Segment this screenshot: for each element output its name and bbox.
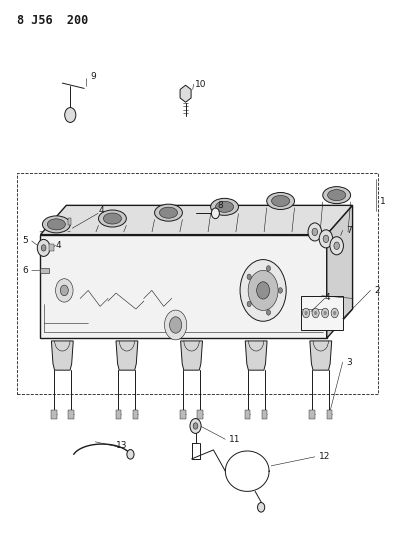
Circle shape <box>248 270 278 310</box>
Circle shape <box>304 311 308 315</box>
Circle shape <box>279 288 282 293</box>
Circle shape <box>257 503 265 512</box>
Ellipse shape <box>42 216 70 233</box>
Text: 9: 9 <box>90 71 96 80</box>
Text: 4: 4 <box>325 293 330 302</box>
Polygon shape <box>245 410 251 418</box>
Ellipse shape <box>47 219 65 230</box>
Text: 12: 12 <box>319 453 330 462</box>
Circle shape <box>41 245 46 251</box>
Circle shape <box>240 260 286 321</box>
Ellipse shape <box>328 190 346 200</box>
Ellipse shape <box>160 207 178 218</box>
Circle shape <box>211 208 219 219</box>
Circle shape <box>331 308 338 318</box>
Polygon shape <box>301 296 343 330</box>
Text: 5: 5 <box>23 237 28 246</box>
Ellipse shape <box>215 201 233 212</box>
Circle shape <box>257 282 270 299</box>
Polygon shape <box>327 205 353 338</box>
Ellipse shape <box>272 196 290 206</box>
Polygon shape <box>262 410 267 418</box>
Text: 1: 1 <box>380 197 386 206</box>
Polygon shape <box>180 85 191 102</box>
Circle shape <box>247 301 251 307</box>
Circle shape <box>324 311 327 315</box>
Circle shape <box>267 265 271 271</box>
Ellipse shape <box>154 204 182 221</box>
Circle shape <box>190 418 201 433</box>
Ellipse shape <box>103 213 121 224</box>
Circle shape <box>322 308 329 318</box>
Polygon shape <box>326 410 332 418</box>
Circle shape <box>37 239 50 256</box>
Circle shape <box>334 242 340 249</box>
Circle shape <box>164 310 187 340</box>
Circle shape <box>267 310 271 315</box>
Polygon shape <box>40 268 49 273</box>
Circle shape <box>330 237 344 255</box>
Polygon shape <box>310 410 315 418</box>
Polygon shape <box>40 235 327 338</box>
Polygon shape <box>245 341 267 370</box>
Circle shape <box>247 274 251 280</box>
Circle shape <box>312 308 319 318</box>
Circle shape <box>333 311 336 315</box>
Polygon shape <box>49 244 54 251</box>
Polygon shape <box>116 341 138 370</box>
Circle shape <box>55 279 73 302</box>
Text: 2: 2 <box>374 286 380 295</box>
Polygon shape <box>180 410 186 418</box>
Circle shape <box>312 228 318 236</box>
Polygon shape <box>198 410 203 418</box>
Ellipse shape <box>323 187 351 204</box>
Polygon shape <box>68 410 74 418</box>
Polygon shape <box>51 410 57 418</box>
Circle shape <box>302 308 310 318</box>
Ellipse shape <box>267 192 294 209</box>
Polygon shape <box>51 341 73 370</box>
Circle shape <box>319 230 333 248</box>
Text: 6: 6 <box>23 266 28 275</box>
Circle shape <box>60 285 68 296</box>
Text: 8: 8 <box>217 201 223 210</box>
Text: 10: 10 <box>195 79 206 88</box>
Ellipse shape <box>99 210 126 227</box>
Polygon shape <box>68 217 71 225</box>
Text: 11: 11 <box>229 435 241 444</box>
Polygon shape <box>116 410 121 418</box>
Text: 8 J56  200: 8 J56 200 <box>17 14 88 27</box>
Text: 13: 13 <box>116 441 128 450</box>
Text: 4: 4 <box>55 241 61 250</box>
Ellipse shape <box>211 198 239 215</box>
Text: 4: 4 <box>98 206 104 215</box>
Polygon shape <box>133 410 138 418</box>
Text: 7: 7 <box>347 226 352 235</box>
Circle shape <box>193 423 198 429</box>
Circle shape <box>314 311 317 315</box>
Polygon shape <box>181 341 202 370</box>
Circle shape <box>323 235 329 243</box>
Circle shape <box>127 449 134 459</box>
Text: 3: 3 <box>347 358 352 367</box>
Circle shape <box>65 108 76 123</box>
Circle shape <box>308 223 322 241</box>
Polygon shape <box>40 205 353 235</box>
Circle shape <box>170 317 182 333</box>
Polygon shape <box>310 341 332 370</box>
